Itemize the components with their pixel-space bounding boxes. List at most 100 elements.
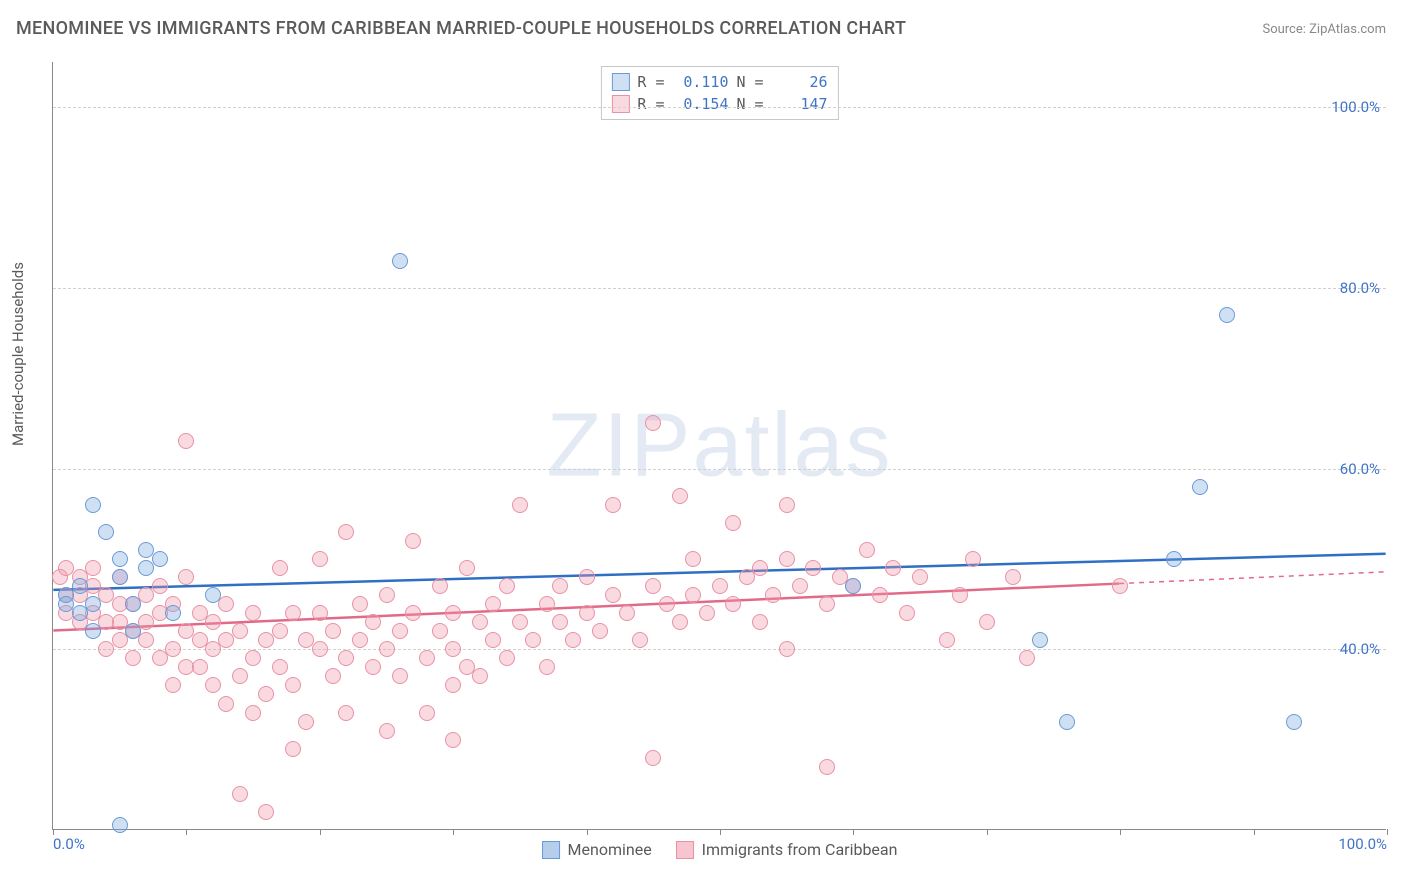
data-point [752,614,768,630]
trend-line-extrapolated [1119,572,1385,584]
data-point [432,623,448,639]
legend-label: Menominee [568,840,652,859]
x-tick [720,829,721,835]
watermark-sub: atlas [692,395,892,495]
data-point [485,632,501,648]
watermark-main: ZIP [546,395,692,495]
x-tick [853,829,854,835]
data-point [899,605,915,621]
gridline [53,288,1386,289]
data-point [338,705,354,721]
data-point [859,542,875,558]
data-point [1286,714,1302,730]
data-point [619,605,635,621]
data-point [672,488,688,504]
data-point [392,253,408,269]
data-point [365,614,381,630]
data-point [245,650,261,666]
data-point [632,632,648,648]
data-point [659,596,675,612]
data-point [752,560,768,576]
data-point [165,605,181,621]
data-point [1112,578,1128,594]
data-point [352,596,368,612]
x-tick-label: 100.0% [1338,835,1387,853]
data-point [232,623,248,639]
data-point [352,632,368,648]
legend-label: Immigrants from Caribbean [702,840,898,859]
data-point [85,497,101,513]
data-point [325,623,341,639]
data-point [138,632,154,648]
data-point [979,614,995,630]
x-tick [320,829,321,835]
data-point [445,641,461,657]
y-tick-label: 100.0% [1331,98,1380,116]
data-point [258,686,274,702]
data-point [152,551,168,567]
data-point [285,741,301,757]
data-point [98,524,114,540]
data-point [1005,569,1021,585]
data-point [245,705,261,721]
data-point [165,641,181,657]
data-point [819,596,835,612]
legend-r-label: R = [637,73,664,91]
x-tick [1120,829,1121,835]
data-point [779,497,795,513]
legend-item: Immigrants from Caribbean [676,840,898,859]
data-point [1219,307,1235,323]
series-legend: Menominee Immigrants from Caribbean [542,840,898,859]
data-point [338,524,354,540]
data-point [912,569,928,585]
data-point [472,614,488,630]
data-point [152,578,168,594]
data-point [338,650,354,666]
chart-title: MENOMINEE VS IMMIGRANTS FROM CARIBBEAN M… [16,18,906,39]
data-point [885,560,901,576]
data-point [605,497,621,513]
data-point [178,569,194,585]
data-point [645,750,661,766]
data-point [592,623,608,639]
data-point [539,596,555,612]
data-point [232,668,248,684]
chart-plot-area: ZIPatlas R =0.110N =26R =0.154N =147 Men… [52,62,1386,830]
legend-n-value: 147 [772,95,828,113]
data-point [312,551,328,567]
data-point [645,415,661,431]
legend-r-value: 0.154 [673,95,729,113]
data-point [1019,650,1035,666]
gridline [53,107,1386,108]
data-point [872,587,888,603]
data-point [312,641,328,657]
source-attribution: Source: ZipAtlas.com [1262,22,1386,37]
data-point [672,614,688,630]
data-point [459,560,475,576]
data-point [85,596,101,612]
data-point [579,605,595,621]
data-point [725,515,741,531]
legend-row: R =0.154N =147 [611,93,827,115]
data-point [952,587,968,603]
data-point [285,605,301,621]
data-point [1192,479,1208,495]
data-point [1032,632,1048,648]
data-point [125,596,141,612]
data-point [392,623,408,639]
data-point [365,659,381,675]
data-point [565,632,581,648]
data-point [245,605,261,621]
data-point [272,623,288,639]
data-point [552,614,568,630]
data-point [85,623,101,639]
legend-swatch [611,73,629,91]
data-point [512,614,528,630]
x-tick-label: 0.0% [53,835,85,853]
data-point [792,578,808,594]
data-point [499,578,515,594]
data-point [419,705,435,721]
data-point [258,804,274,820]
data-point [939,632,955,648]
data-point [779,551,795,567]
